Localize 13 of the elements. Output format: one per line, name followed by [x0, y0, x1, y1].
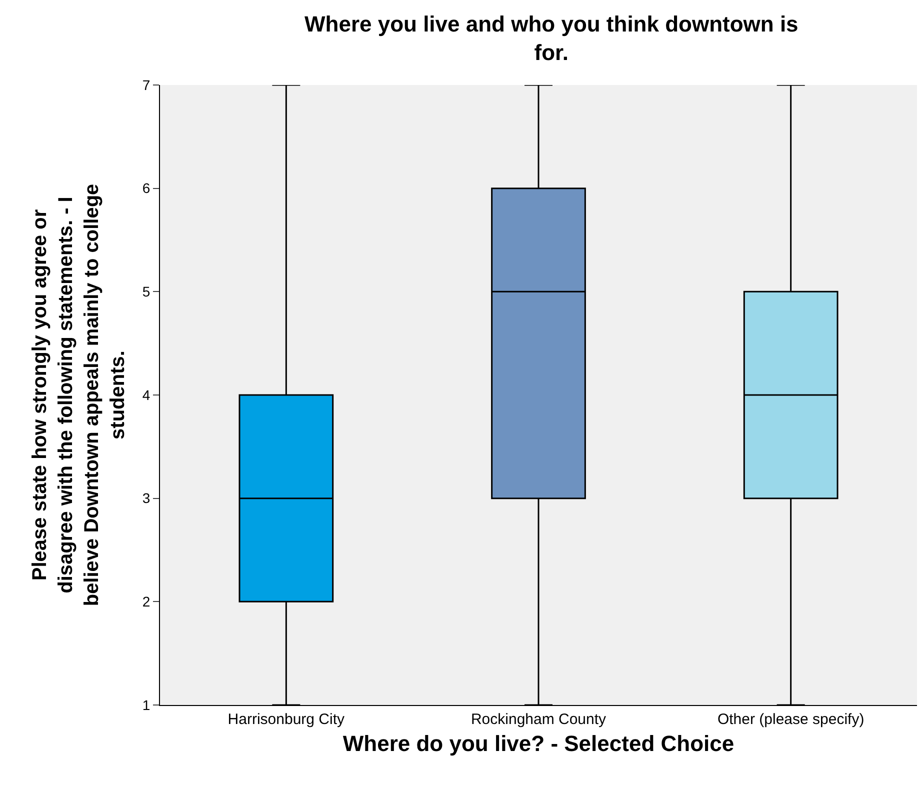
y-tick-label: 2 [142, 594, 150, 610]
x-tick-label: Rockingham County [470, 711, 607, 728]
x-tick-label: Other (please specify) [717, 711, 864, 728]
y-tick-label: 1 [142, 696, 150, 713]
y-tick-label: 6 [142, 180, 150, 196]
y-tick-label: 4 [142, 386, 150, 403]
y-axis-title: Please state how strongly you agree or disagree with the following statements. - I believe Downtown appeals mainly to college students. [28, 184, 129, 606]
chart-title: Where you live and who you think downtown is for. [304, 11, 798, 65]
y-tick-label: 7 [142, 76, 150, 93]
y-tick-label: 3 [142, 490, 150, 506]
y-tick-label: 5 [142, 284, 150, 300]
x-tick-label: Harrisonburg City [228, 711, 346, 728]
x-axis-title: Where do you live? - Selected Choice [342, 730, 734, 756]
